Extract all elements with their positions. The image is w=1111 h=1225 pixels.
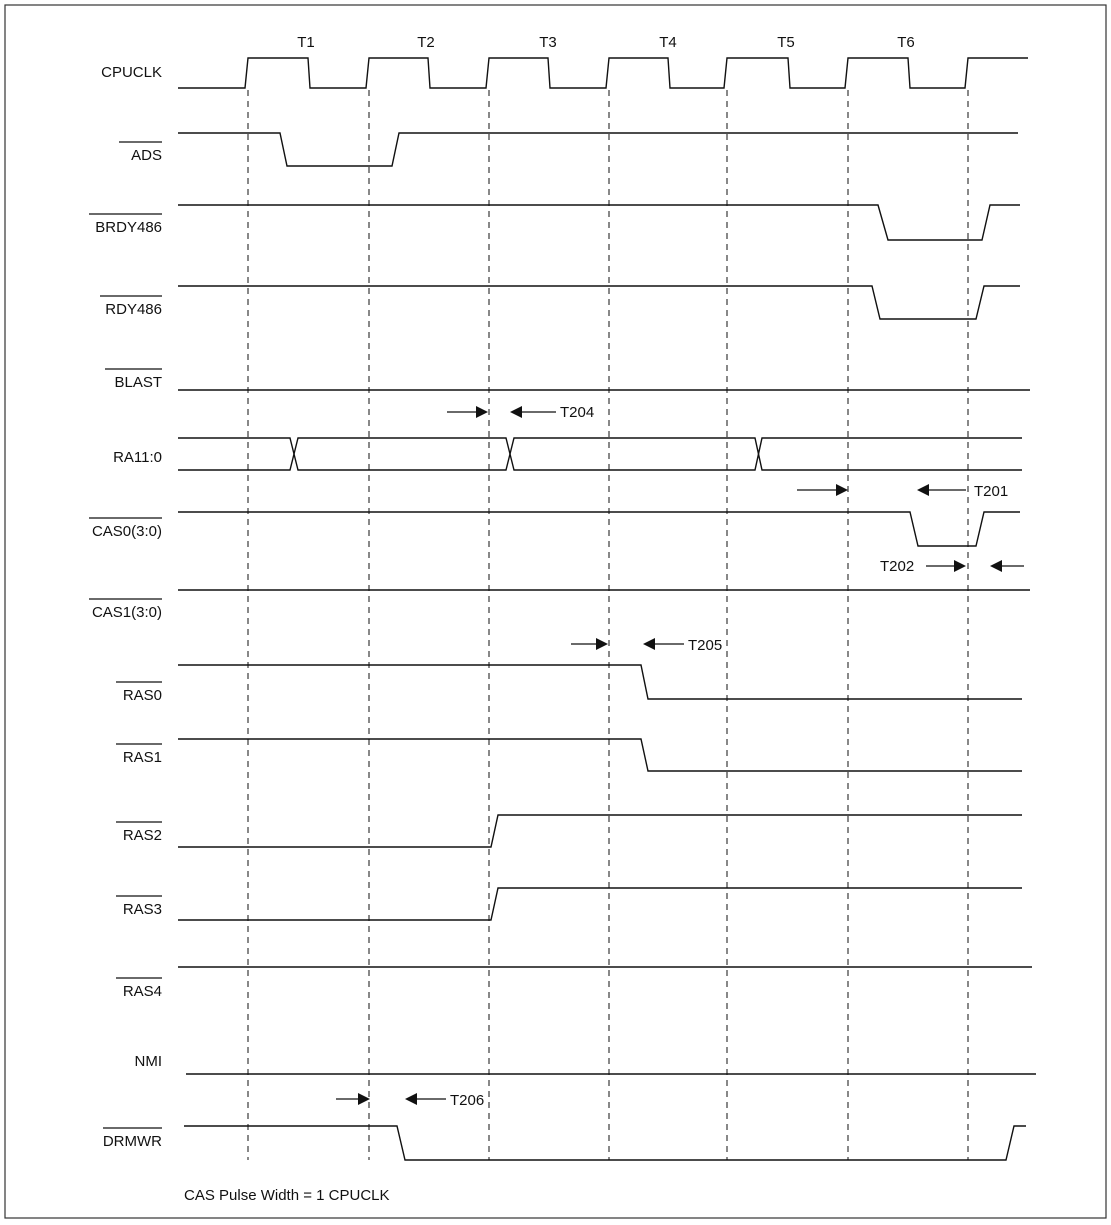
label-ras0: RAS0 — [123, 687, 162, 704]
t201-arrowhead-right — [836, 484, 848, 496]
t206-arrowhead-left — [405, 1093, 417, 1105]
t205-label: T205 — [688, 637, 722, 654]
clock-edge-gridlines — [247, 90, 969, 1160]
label-nmi: NMI — [135, 1053, 163, 1070]
timing-t205: T205 — [571, 637, 722, 654]
wave-drmwr — [184, 1125, 1026, 1161]
wave-ads — [178, 132, 1018, 167]
t206-label: T206 — [450, 1092, 484, 1109]
cycle-label-t2: T2 — [417, 34, 435, 51]
timing-t204: T204 — [447, 404, 594, 421]
t202-label: T202 — [880, 558, 914, 575]
wave-ras2 — [178, 814, 1022, 848]
signal-labels: CPUCLK ADS BRDY486 RDY486 BLAST RA11:0 C… — [92, 64, 162, 1150]
timing-t206: T206 — [336, 1092, 484, 1109]
label-cpuclk: CPUCLK — [101, 64, 162, 81]
label-drmwr: DRMWR — [103, 1133, 162, 1150]
t205-arrowhead-left — [643, 638, 655, 650]
cycle-label-t1: T1 — [297, 34, 315, 51]
wave-ras1 — [178, 738, 1022, 772]
label-rdy486: RDY486 — [105, 301, 162, 318]
label-blast: BLAST — [114, 374, 162, 391]
t205-arrowhead-right — [596, 638, 608, 650]
wave-cas0 — [178, 511, 1020, 547]
timing-t202: T202 — [880, 558, 1024, 575]
label-cas0: CAS0(3:0) — [92, 523, 162, 540]
active-low-overbars — [89, 141, 162, 1129]
wave-ra11-b — [178, 437, 1022, 471]
label-cas1: CAS1(3:0) — [92, 604, 162, 621]
timing-t201: T201 — [797, 483, 1008, 500]
wave-cpuclk — [178, 57, 1028, 89]
t204-label: T204 — [560, 404, 594, 421]
t202-arrowhead-right — [954, 560, 966, 572]
t204-arrowhead-right — [476, 406, 488, 418]
wave-ra11 — [178, 437, 1022, 471]
label-ras3: RAS3 — [123, 901, 162, 918]
t201-arrowhead-left — [917, 484, 929, 496]
cycle-label-t6: T6 — [897, 34, 915, 51]
cycle-label-t5: T5 — [777, 34, 795, 51]
footnote: CAS Pulse Width = 1 CPUCLK — [184, 1187, 390, 1204]
label-ads: ADS — [131, 147, 162, 164]
diagram-frame — [4, 4, 1107, 1219]
label-ras2: RAS2 — [123, 827, 162, 844]
t201-label: T201 — [974, 483, 1008, 500]
t202-arrowhead-left — [990, 560, 1002, 572]
label-ras4: RAS4 — [123, 983, 162, 1000]
wave-rdy486 — [178, 285, 1020, 320]
t206-arrowhead-right — [358, 1093, 370, 1105]
wave-brdy486 — [178, 204, 1020, 241]
wave-ra11-a — [178, 437, 1022, 471]
cycle-label-t4: T4 — [659, 34, 677, 51]
wave-ras0 — [178, 664, 1022, 700]
label-brdy486: BRDY486 — [95, 219, 162, 236]
t204-arrowhead-left — [510, 406, 522, 418]
label-ras1: RAS1 — [123, 749, 162, 766]
wave-ras3 — [178, 887, 1022, 921]
cycle-label-t3: T3 — [539, 34, 557, 51]
label-ra11: RA11:0 — [113, 449, 162, 466]
